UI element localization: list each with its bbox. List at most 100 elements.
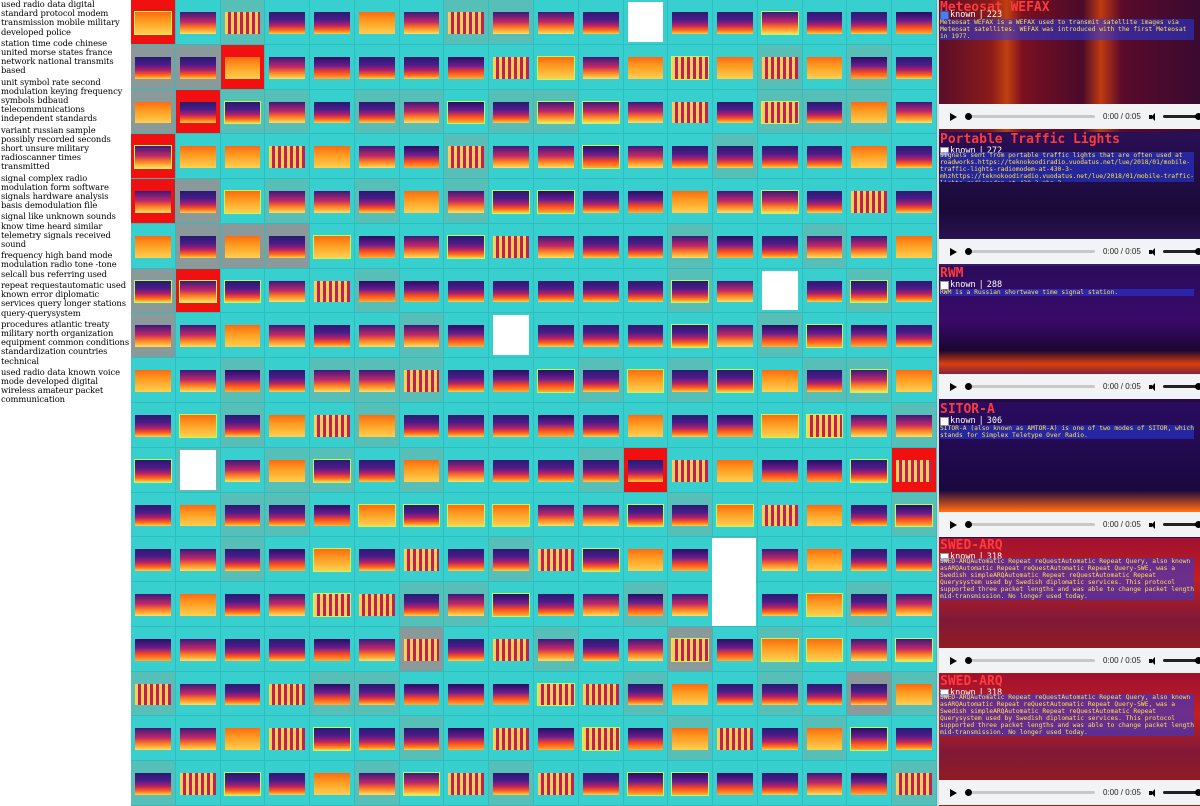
- spectrogram-cell[interactable]: [578, 761, 624, 806]
- spectrogram-cell[interactable]: [623, 89, 669, 135]
- spectrogram-cell[interactable]: [310, 44, 355, 90]
- spectrogram-cell[interactable]: [399, 492, 445, 538]
- spectrogram-cell[interactable]: [802, 761, 848, 806]
- spectrogram-cell[interactable]: [131, 716, 176, 762]
- spectrogram-cell[interactable]: [892, 44, 937, 90]
- spectrogram-cell[interactable]: [668, 44, 714, 90]
- spectrogram-cell[interactable]: [399, 403, 445, 448]
- spectrogram-cell[interactable]: [220, 626, 266, 672]
- seek-slider[interactable]: [965, 521, 1095, 528]
- spectrogram-cell[interactable]: [444, 403, 490, 448]
- spectrogram-cell[interactable]: [847, 358, 893, 403]
- spectrogram-cell[interactable]: [265, 358, 311, 403]
- volume-slider[interactable]: [1162, 248, 1200, 255]
- spectrogram-cell[interactable]: [802, 44, 848, 90]
- topic-item[interactable]: variant russian sample possibly recorded…: [1, 124, 111, 172]
- spectrogram-cell[interactable]: [668, 582, 714, 627]
- spectrogram-cell[interactable]: [354, 537, 400, 583]
- spectrogram-cell[interactable]: [847, 403, 893, 448]
- spectrogram-cell[interactable]: [220, 223, 266, 269]
- spectrogram-cell[interactable]: [802, 626, 848, 672]
- spectrogram-cell[interactable]: [534, 403, 579, 448]
- spectrogram-cell[interactable]: [220, 403, 266, 448]
- spectrogram-cell[interactable]: [489, 716, 534, 762]
- spectrogram-cell[interactable]: [757, 403, 803, 448]
- spectrogram-cell[interactable]: [757, 179, 803, 224]
- spectrogram-cell[interactable]: [131, 313, 176, 359]
- spectrogram-cell[interactable]: [534, 626, 579, 672]
- spectrogram-cell[interactable]: [668, 313, 714, 359]
- spectrogram-cell[interactable]: [802, 537, 848, 583]
- spectrogram-cell[interactable]: [399, 716, 445, 762]
- spectrogram-cell[interactable]: [220, 582, 266, 627]
- spectrogram-cell[interactable]: [847, 0, 893, 45]
- spectrogram-cell[interactable]: [489, 0, 534, 45]
- spectrogram-cell[interactable]: [265, 403, 311, 448]
- spectrogram-cell[interactable]: [668, 0, 714, 45]
- spectrogram-cell[interactable]: [713, 268, 758, 314]
- spectrogram-cell[interactable]: [534, 537, 579, 583]
- spectrogram-cell[interactable]: [892, 447, 937, 493]
- spectrogram-cell[interactable]: [668, 761, 714, 806]
- spectrogram-cell[interactable]: [757, 447, 803, 493]
- spectrogram-cell[interactable]: [220, 0, 266, 45]
- spectrogram-cell[interactable]: [534, 313, 579, 359]
- spectrogram-cell[interactable]: [757, 761, 803, 806]
- spectrogram-cell[interactable]: [175, 537, 221, 583]
- spectrogram-cell[interactable]: [175, 223, 221, 269]
- spectrogram-cell[interactable]: [578, 492, 624, 538]
- spectrogram-cell[interactable]: [578, 134, 624, 180]
- spectrogram-cell[interactable]: [578, 671, 624, 717]
- volume-icon[interactable]: [1148, 520, 1157, 529]
- spectrogram-cell[interactable]: [713, 179, 758, 224]
- spectrogram-cell[interactable]: [175, 447, 221, 493]
- spectrogram-cell[interactable]: [444, 492, 490, 538]
- spectrogram-cell[interactable]: [668, 492, 714, 538]
- spectrogram-cell[interactable]: [175, 582, 221, 627]
- spectrogram-cell[interactable]: [668, 89, 714, 135]
- spectrogram-cell[interactable]: [265, 0, 311, 45]
- spectrogram-cell[interactable]: [131, 0, 176, 45]
- spectrogram-cell[interactable]: [578, 268, 624, 314]
- spectrogram-cell[interactable]: [668, 268, 714, 314]
- spectrogram-cell[interactable]: [892, 671, 937, 717]
- spectrogram-cell[interactable]: [220, 44, 266, 90]
- spectrogram-cell[interactable]: [757, 44, 803, 90]
- spectrogram-cell[interactable]: [265, 179, 311, 224]
- spectrogram-cell[interactable]: [892, 582, 937, 627]
- spectrogram-cell[interactable]: [623, 0, 669, 45]
- spectrogram-cell[interactable]: [534, 89, 579, 135]
- spectrogram-cell[interactable]: [578, 582, 624, 627]
- spectrogram-cell[interactable]: [265, 492, 311, 538]
- spectrogram-cell[interactable]: [131, 626, 176, 672]
- spectrogram-cell[interactable]: [623, 179, 669, 224]
- spectrogram-cell[interactable]: [310, 268, 355, 314]
- spectrogram-cell[interactable]: [757, 582, 803, 627]
- topic-item[interactable]: used radio data digital standard protoco…: [1, 0, 120, 37]
- spectrogram-cell[interactable]: [623, 403, 669, 448]
- spectrogram-cell[interactable]: [444, 537, 490, 583]
- spectrogram-cell[interactable]: [623, 44, 669, 90]
- spectrogram-cell[interactable]: [220, 761, 266, 806]
- spectrogram-cell[interactable]: [399, 626, 445, 672]
- spectrogram-cell[interactable]: [534, 716, 579, 762]
- spectrogram-cell[interactable]: [489, 268, 534, 314]
- spectrogram-cell[interactable]: [175, 626, 221, 672]
- spectrogram-cell[interactable]: [757, 358, 803, 403]
- spectrogram-cell[interactable]: [489, 537, 534, 583]
- volume-slider[interactable]: [1162, 383, 1200, 390]
- spectrogram-cell[interactable]: [399, 537, 445, 583]
- spectrogram-cell[interactable]: [220, 313, 266, 359]
- spectrogram-cell[interactable]: [802, 89, 848, 135]
- spectrogram-cell[interactable]: [175, 671, 221, 717]
- spectrogram-cell[interactable]: [802, 313, 848, 359]
- spectrogram-cell[interactable]: [578, 0, 624, 45]
- spectrogram-cell[interactable]: [399, 44, 445, 90]
- spectrogram-cell[interactable]: [354, 671, 400, 717]
- spectrogram-cell[interactable]: [265, 537, 311, 583]
- spectrogram-cell[interactable]: [892, 537, 937, 583]
- spectrogram-cell[interactable]: [354, 761, 400, 806]
- spectrogram-cell[interactable]: [534, 358, 579, 403]
- spectrogram-cell[interactable]: [444, 761, 490, 806]
- spectrogram-cell[interactable]: [757, 492, 803, 538]
